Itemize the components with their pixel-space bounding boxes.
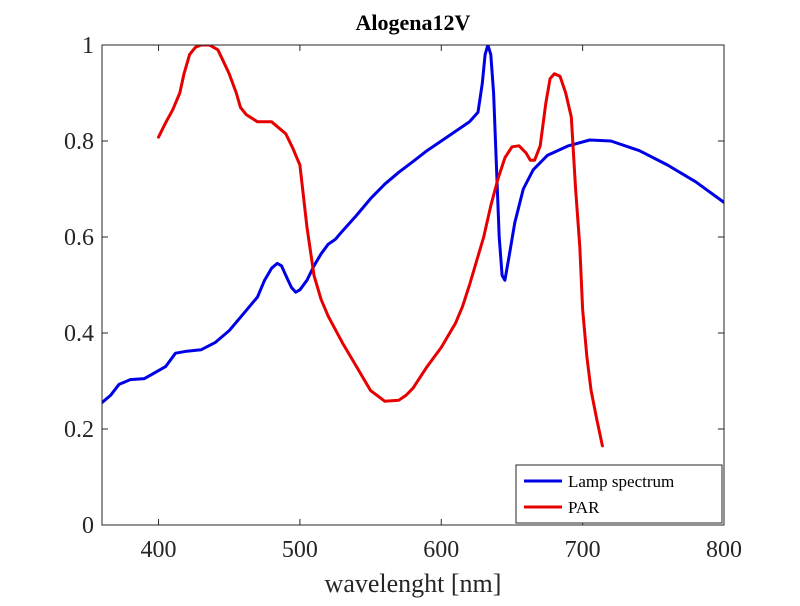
series-line-2 <box>157 45 604 448</box>
legend-label-1: Lamp spectrum <box>568 472 674 491</box>
series-layer <box>102 45 724 448</box>
y-tick-label: 0.4 <box>64 321 94 347</box>
plot-frame <box>101 44 725 526</box>
x-axis-label: wavelenght [nm] <box>325 569 502 598</box>
x-tick-label: 500 <box>282 537 318 563</box>
x-tick-label: 800 <box>706 537 742 563</box>
y-tick-label: 1 <box>82 33 94 59</box>
x-tick-label: 700 <box>565 537 601 563</box>
chart-title: Alogena12V <box>356 10 471 35</box>
y-tick-label: 0 <box>82 513 94 539</box>
legend: Lamp spectrum PAR <box>515 464 723 524</box>
ticks-layer: 400 500 600 700 800 0 0.2 0.4 0.6 0.8 1 <box>64 33 742 563</box>
legend-items: Lamp spectrum PAR <box>524 472 674 517</box>
plot-area <box>102 45 724 525</box>
legend-box <box>515 464 723 524</box>
y-tick-label: 0.6 <box>64 225 94 251</box>
series-line-1 <box>102 45 724 405</box>
y-tick-label: 0.8 <box>64 129 94 155</box>
x-tick-label: 600 <box>423 537 459 563</box>
legend-label-2: PAR <box>568 498 600 517</box>
x-tick-label: 400 <box>141 537 177 563</box>
y-tick-label: 0.2 <box>64 417 94 443</box>
